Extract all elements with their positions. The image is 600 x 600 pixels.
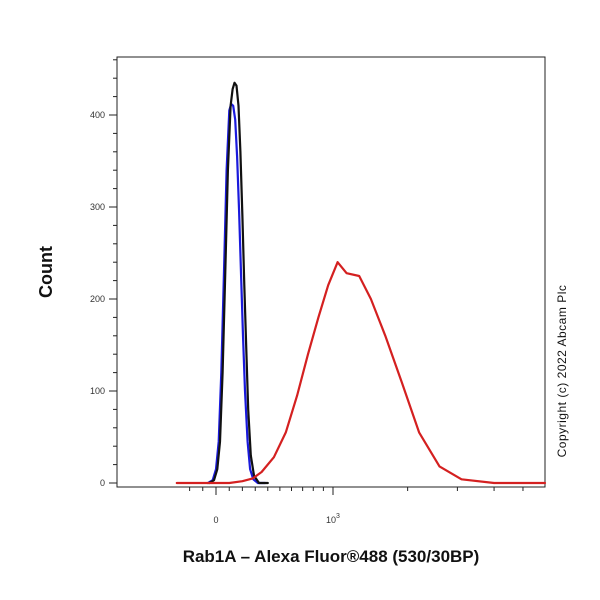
x-tick-label: 0 bbox=[213, 515, 218, 525]
y-tick-label: 300 bbox=[90, 202, 105, 212]
y-axis-label: Count bbox=[36, 246, 56, 298]
x-tick-label: 103 bbox=[326, 513, 340, 525]
plot-frame bbox=[116, 56, 546, 488]
histogram-series-1 bbox=[206, 102, 267, 485]
y-tick-label: 100 bbox=[90, 386, 105, 396]
series-layer bbox=[175, 81, 547, 485]
x-axis: 0103104 bbox=[189, 487, 524, 525]
histogram-series-2 bbox=[208, 81, 269, 485]
copyright-annotation: Copyright (c) 2022 Abcam Plc bbox=[555, 285, 569, 458]
y-tick-label: 200 bbox=[90, 294, 105, 304]
y-tick-label: 400 bbox=[90, 110, 105, 120]
histogram-series-3 bbox=[175, 261, 547, 485]
y-tick-label: 0 bbox=[100, 478, 105, 488]
x-axis-label: Rab1A – Alexa Fluor®488 (530/30BP) bbox=[183, 547, 480, 566]
y-axis: 0 100 200 300 400 bbox=[90, 59, 117, 488]
